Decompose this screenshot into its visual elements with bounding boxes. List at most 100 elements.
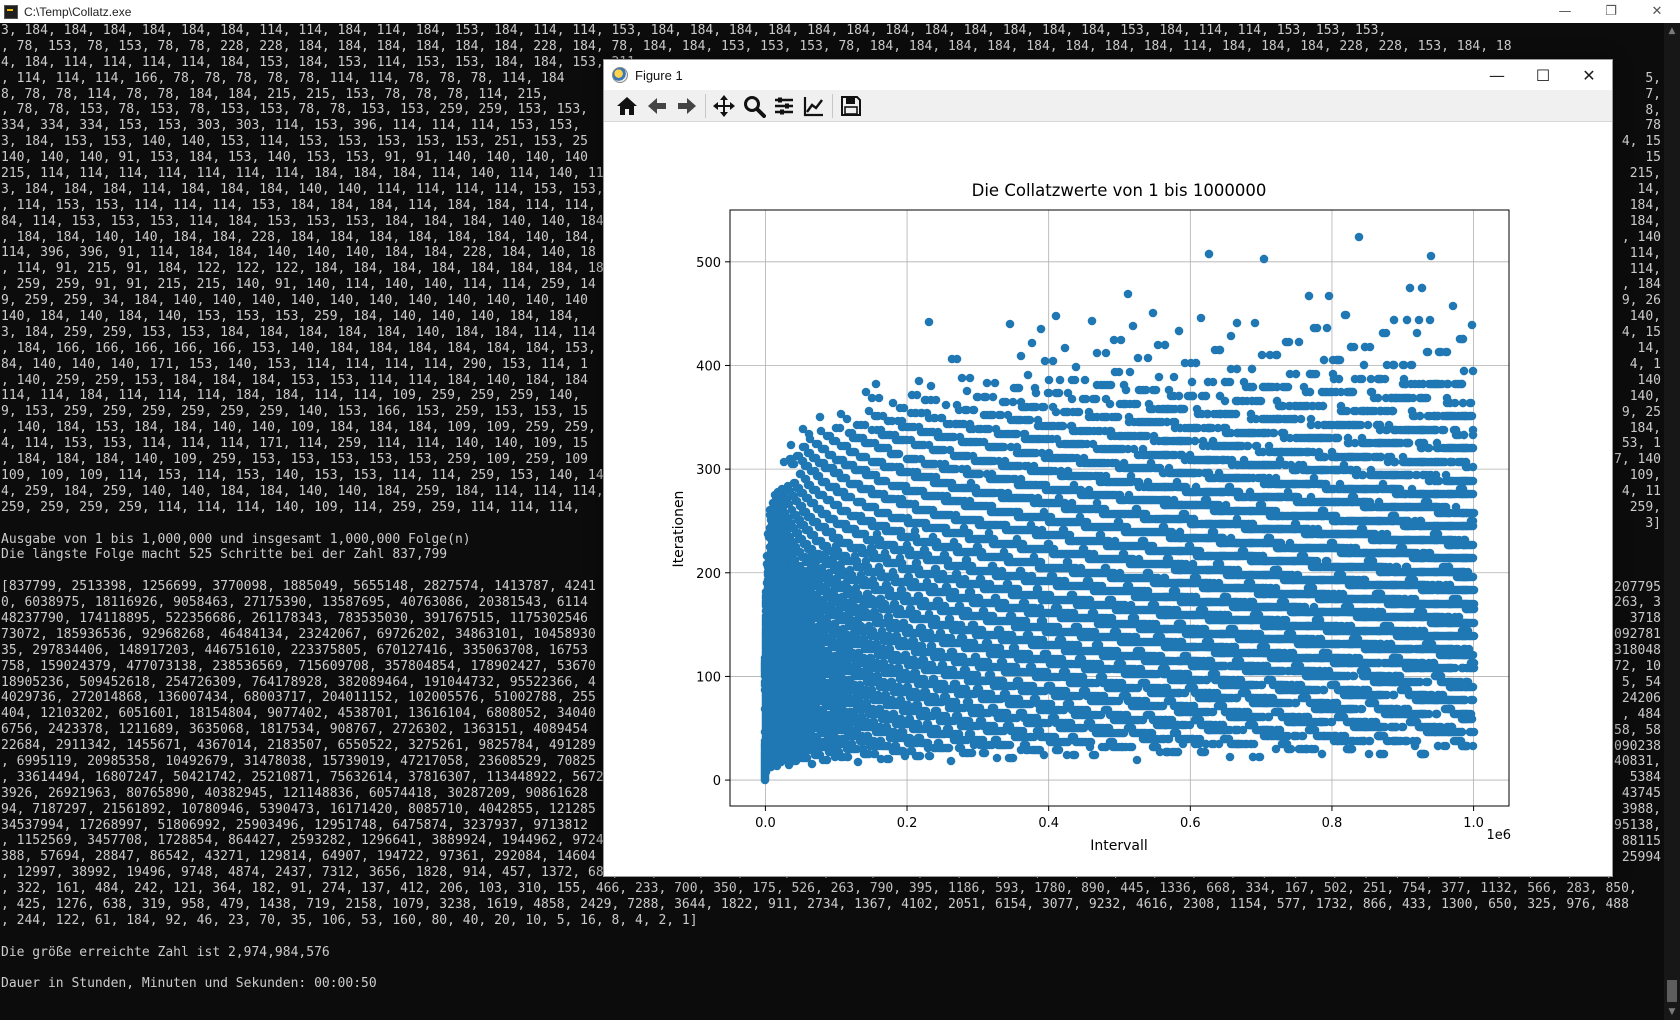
console-line: 4, 259, 184, 259, 140, 140, 184, 184, 14… <box>1 483 604 499</box>
console-minimize-button[interactable]: — <box>1558 4 1572 19</box>
pan-button[interactable] <box>709 92 739 120</box>
save-icon <box>841 95 861 116</box>
back-button[interactable] <box>642 92 672 120</box>
console-line: Die größe erreichte Zahl ist 2,974,984,5… <box>1 944 330 960</box>
x-tick-label: 0.4 <box>1038 816 1059 831</box>
console-line: , 6995119, 20985358, 10492679, 31478038,… <box>1 753 596 769</box>
scroll-thumb[interactable] <box>1667 980 1677 1002</box>
console-line: 8, 78, 78, 114, 78, 78, 184, 184, 215, 2… <box>1 86 549 102</box>
edit-axis-icon <box>803 96 823 116</box>
console-line-fragment: 9, 26 <box>1621 293 1661 309</box>
console-line-fragment: 78 <box>1645 118 1661 134</box>
console-line: , 322, 161, 484, 242, 121, 364, 182, 91,… <box>1 881 1637 897</box>
console-line-fragment: 5384 <box>1629 770 1661 786</box>
figure-close-button[interactable]: ✕ <box>1582 65 1596 85</box>
console-line-fragment: 7, 140 <box>1614 452 1661 468</box>
figure-window: Figure 1 — ☐ ✕ <box>603 59 1613 877</box>
console-line: 73072, 185936536, 92968268, 46484134, 23… <box>1 626 596 642</box>
console-line-fragment: , 140 <box>1621 229 1661 245</box>
console-line: , 78, 78, 153, 78, 153, 78, 153, 153, 78… <box>1 102 588 118</box>
console-line-fragment: 140 <box>1637 372 1661 388</box>
figure-titlebar[interactable]: Figure 1 — ☐ ✕ <box>604 60 1612 90</box>
toolbar-separator <box>705 93 706 118</box>
console-line: 114, 114, 184, 114, 114, 114, 184, 184, … <box>1 388 581 404</box>
console-line-fragment: 184, <box>1629 197 1661 213</box>
save-button[interactable] <box>836 92 866 120</box>
console-line: 18905236, 509452618, 254726309, 76417892… <box>1 674 596 690</box>
figure-title: Figure 1 <box>635 67 683 83</box>
forward-arrow-icon <box>678 97 696 114</box>
console-line-fragment: 207795 <box>1614 579 1661 595</box>
x-axis-label: Intervall <box>1090 838 1148 854</box>
console-line-fragment: 8, <box>1645 102 1661 118</box>
console-line <box>1 961 1664 977</box>
console-line-fragment: 53, 1 <box>1621 436 1661 452</box>
console-line: 4, 184, 114, 114, 114, 114, 184, 153, 18… <box>1 54 635 70</box>
console-line: , 114, 114, 114, 166, 78, 78, 78, 78, 78… <box>1 70 565 86</box>
console-line: , 33614494, 16807247, 50421742, 25210871… <box>1 769 604 785</box>
x-tick-label: 0.2 <box>897 816 918 831</box>
y-tick-label: 400 <box>696 359 721 374</box>
console-titlebar[interactable]: C:\Temp\Collatz.exe — ❐ ✕ <box>0 0 1680 23</box>
console-line-fragment: 40831, <box>1614 754 1661 770</box>
console-line-fragment: 259, <box>1629 500 1661 515</box>
console-line: 0, 6038975, 18116926, 9058463, 27175390,… <box>1 595 588 611</box>
console-restore-button[interactable]: ❐ <box>1605 4 1617 19</box>
console-line-fragment: 43745 <box>1621 786 1661 802</box>
scatter-point-cloud <box>760 232 1479 785</box>
console-line: 140, 184, 140, 184, 140, 153, 153, 153, … <box>1 309 581 325</box>
console-line <box>1 929 1664 945</box>
scroll-down-arrow-icon[interactable]: ▼ <box>1668 1007 1676 1017</box>
console-line: 334, 334, 334, 153, 153, 303, 303, 114, … <box>1 118 581 134</box>
console-line: , 259, 259, 91, 91, 215, 215, 140, 91, 1… <box>1 277 596 293</box>
scroll-up-arrow-icon[interactable]: ▲ <box>1668 26 1676 36</box>
console-line-fragment: 5, 54 <box>1621 674 1661 690</box>
console-line: 3926, 26921963, 80765890, 40382945, 1211… <box>1 785 588 801</box>
console-line: , 184, 166, 166, 166, 166, 166, 153, 140… <box>1 340 596 356</box>
console-line-fragment: 3] <box>1645 515 1661 531</box>
home-button[interactable] <box>612 92 642 120</box>
console-close-button[interactable]: ✕ <box>1651 4 1663 19</box>
console-line-fragment: 4, 11 <box>1621 484 1661 500</box>
console-line: 48237790, 174118895, 522356686, 26117834… <box>1 610 588 626</box>
scatter-chart: Die Collatzwerte von 1 bis 1000000 0.0 0.… <box>671 181 1511 854</box>
y-axis-label: Iterationen <box>671 491 687 568</box>
console-app-icon <box>4 4 18 19</box>
console-line-fragment: 215, <box>1629 166 1661 182</box>
console-line: , 1152569, 3457708, 1728854, 864427, 259… <box>1 833 604 849</box>
pan-icon <box>713 94 735 117</box>
x-tick-label: 0.8 <box>1322 816 1343 831</box>
console-line-fragment: 140, <box>1629 388 1661 404</box>
console-line: , 184, 184, 184, 140, 109, 259, 153, 153… <box>1 452 588 468</box>
console-line-fragment: 4, 1 <box>1629 356 1661 372</box>
console-line: , 78, 153, 78, 153, 78, 78, 228, 228, 18… <box>1 38 1512 54</box>
console-line: Ausgabe von 1 bis 1,000,000 und insgesam… <box>1 531 471 547</box>
x-tick-label: 0.6 <box>1180 816 1201 831</box>
axis-ticks: 0.0 0.2 0.4 0.6 0.8 1.0 0 100 200 300 400 500 <box>696 256 1484 831</box>
configure-subplots-button[interactable] <box>769 92 799 120</box>
console-line: 4, 114, 153, 153, 114, 114, 114, 171, 11… <box>1 436 588 452</box>
console-line-fragment: 9, 25 <box>1621 404 1661 420</box>
console-line-fragment: 114, <box>1629 245 1661 261</box>
figure-minimize-button[interactable]: — <box>1489 65 1505 85</box>
console-line-fragment: 114, <box>1629 261 1661 277</box>
console-line-fragment: 184, <box>1629 213 1661 229</box>
chart-title: Die Collatzwerte von 1 bis 1000000 <box>972 181 1267 200</box>
console-line: [837799, 2513398, 1256699, 3770098, 1885… <box>1 579 596 595</box>
console-line: 34537994, 17268997, 51806992, 25903496, … <box>1 817 588 833</box>
console-window-controls: — ❐ ✕ <box>1542 0 1680 23</box>
figure-maximize-button[interactable]: ☐ <box>1535 65 1551 85</box>
console-line-fragment: 318048 <box>1614 643 1661 659</box>
x-tick-label: 1.0 <box>1463 816 1484 831</box>
console-line-fragment: 3988, <box>1621 802 1661 818</box>
matplotlib-logo-icon <box>612 67 628 83</box>
console-line-fragment: 3718 <box>1629 611 1661 627</box>
console-scrollbar[interactable]: ▲ ▼ <box>1664 23 1680 1020</box>
console-line: 35, 297834406, 148917203, 446751610, 223… <box>1 642 588 658</box>
forward-button[interactable] <box>672 92 702 120</box>
plot-canvas[interactable]: Die Collatzwerte von 1 bis 1000000 0.0 0.… <box>604 122 1612 876</box>
zoom-button[interactable] <box>739 92 769 120</box>
home-icon <box>617 96 637 115</box>
console-line: 9, 259, 259, 34, 184, 140, 140, 140, 140… <box>1 293 588 309</box>
edit-axis-button[interactable] <box>799 92 829 120</box>
